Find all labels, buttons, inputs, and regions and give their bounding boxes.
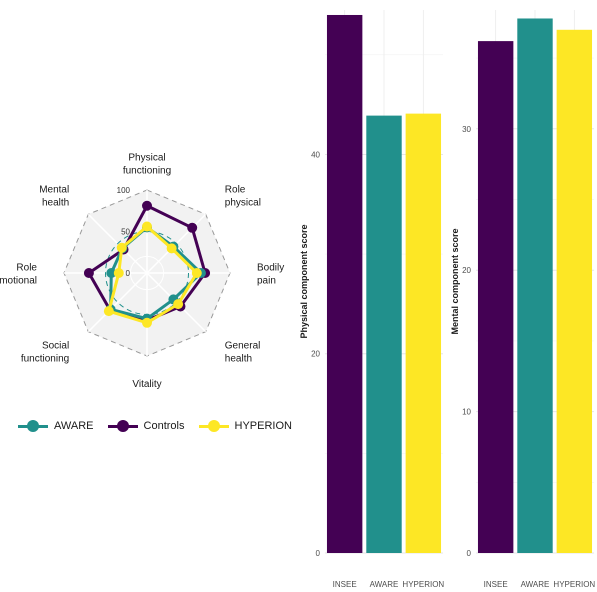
physical-xtick-label: AWARE [370,580,399,589]
physical-bar-insee [326,14,363,554]
legend-item-aware: AWARE [18,419,94,433]
radar-axis-label: General health [225,340,261,364]
physical-ytick-label: 0 [316,549,321,558]
legend-item-controls: Controls [107,419,185,433]
mental-xtick-label: HYPERION [553,580,595,589]
radar-point-hyperion [166,243,177,254]
mental-bar-insee [477,41,514,553]
radar-inner-ring [129,255,165,291]
physical-ytick-label: 40 [311,150,320,159]
radar-point-hyperion [103,306,114,317]
physical-ytick-label: 20 [311,350,320,359]
radar-point-hyperion [142,317,152,328]
mental-ytick-label: 0 [467,549,472,558]
radar-point-controls [83,268,94,278]
radar-chart: 100 50 0 Physical functioning Role physical Bod… [0,153,284,391]
legend-key [107,419,138,433]
physical-ylabel: Physical component score [299,224,309,338]
radar-spoke [87,272,148,333]
radar-axis-label: Roleemotional [0,263,37,287]
radar-tick-label: 50 [121,228,130,237]
legend-label: HYPERION [234,420,292,432]
physical-xtick-label: INSEE [333,580,357,589]
mental-ytick-label: 10 [462,408,471,417]
radar-axis-label: Role physical [225,185,261,209]
radar-axis-label: Mental health [39,185,69,209]
mental-xtick-label: AWARE [521,580,550,589]
radar-point-aware [106,268,117,278]
legend-label: AWARE [54,420,94,432]
radar-series-hyperion [103,221,202,328]
radar-axis-label: Bodily pain [257,263,284,287]
radar-axis-label: Vitality [132,379,161,390]
legend-label: Controls [143,420,185,432]
mental-ytick-label: 30 [462,125,471,134]
physical-bar-aware [366,115,402,553]
mental-bar-aware [517,18,553,553]
radar-tick-label: 0 [126,269,131,278]
radar-point-hyperion [191,268,202,278]
radar-axis-label: Social functioning [21,340,69,364]
physical-bar-hyperion [405,113,442,553]
physical-xtick-label: HYPERION [402,580,444,589]
radar-point-hyperion [113,268,124,278]
radar-legend: AWARE Controls HYPERION [18,414,306,438]
radar-axis-label: Physical functioning [123,153,171,177]
legend-item-hyperion: HYPERION [198,419,292,433]
radar-point-hyperion [173,299,184,310]
mental-ytick-label: 20 [462,266,471,275]
mental-score-bar-chart: 0 10 20 30 INSEE AWARE HYPERION Mental componen… [450,10,595,589]
radar-point-hyperion [142,221,152,232]
radar-point-controls [142,200,152,211]
radar-point-controls [187,222,198,233]
radar-point-hyperion [116,242,127,253]
mental-bar-hyperion [556,29,593,553]
legend-key [198,419,229,433]
physical-score-bar-chart: 0 20 40 INSEE AWARE HYPERION Physical componen… [299,10,444,589]
mental-ylabel: Mental component score [450,228,460,334]
mental-xtick-label: INSEE [484,580,508,589]
legend-key [18,419,48,433]
radar-tick-label: 100 [117,186,131,195]
